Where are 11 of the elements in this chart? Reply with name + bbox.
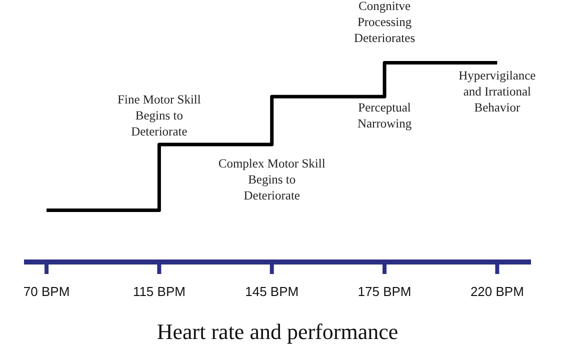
x-tick-label: 145 BPM xyxy=(245,284,299,299)
annotation: Complex Motor Skill Begins to Deteriorate xyxy=(218,156,326,202)
annotation: Fine Motor Skill Begins to Deteriorate xyxy=(118,92,202,138)
text: Congnitve Processing Deteriorates xyxy=(354,0,416,45)
x-tick-label: 70 BPM xyxy=(23,284,70,299)
annotation: Perceptual Narrowing xyxy=(357,100,412,130)
x-tick-label: 220 BPM xyxy=(470,284,524,299)
annotation: Hypervigilance and Irrational Behavior xyxy=(458,68,536,115)
x-tick-label: 115 BPM xyxy=(132,284,186,299)
x-axis-title: Heart rate and performance xyxy=(156,319,398,344)
x-tick-label: 175 BPM xyxy=(358,284,412,299)
